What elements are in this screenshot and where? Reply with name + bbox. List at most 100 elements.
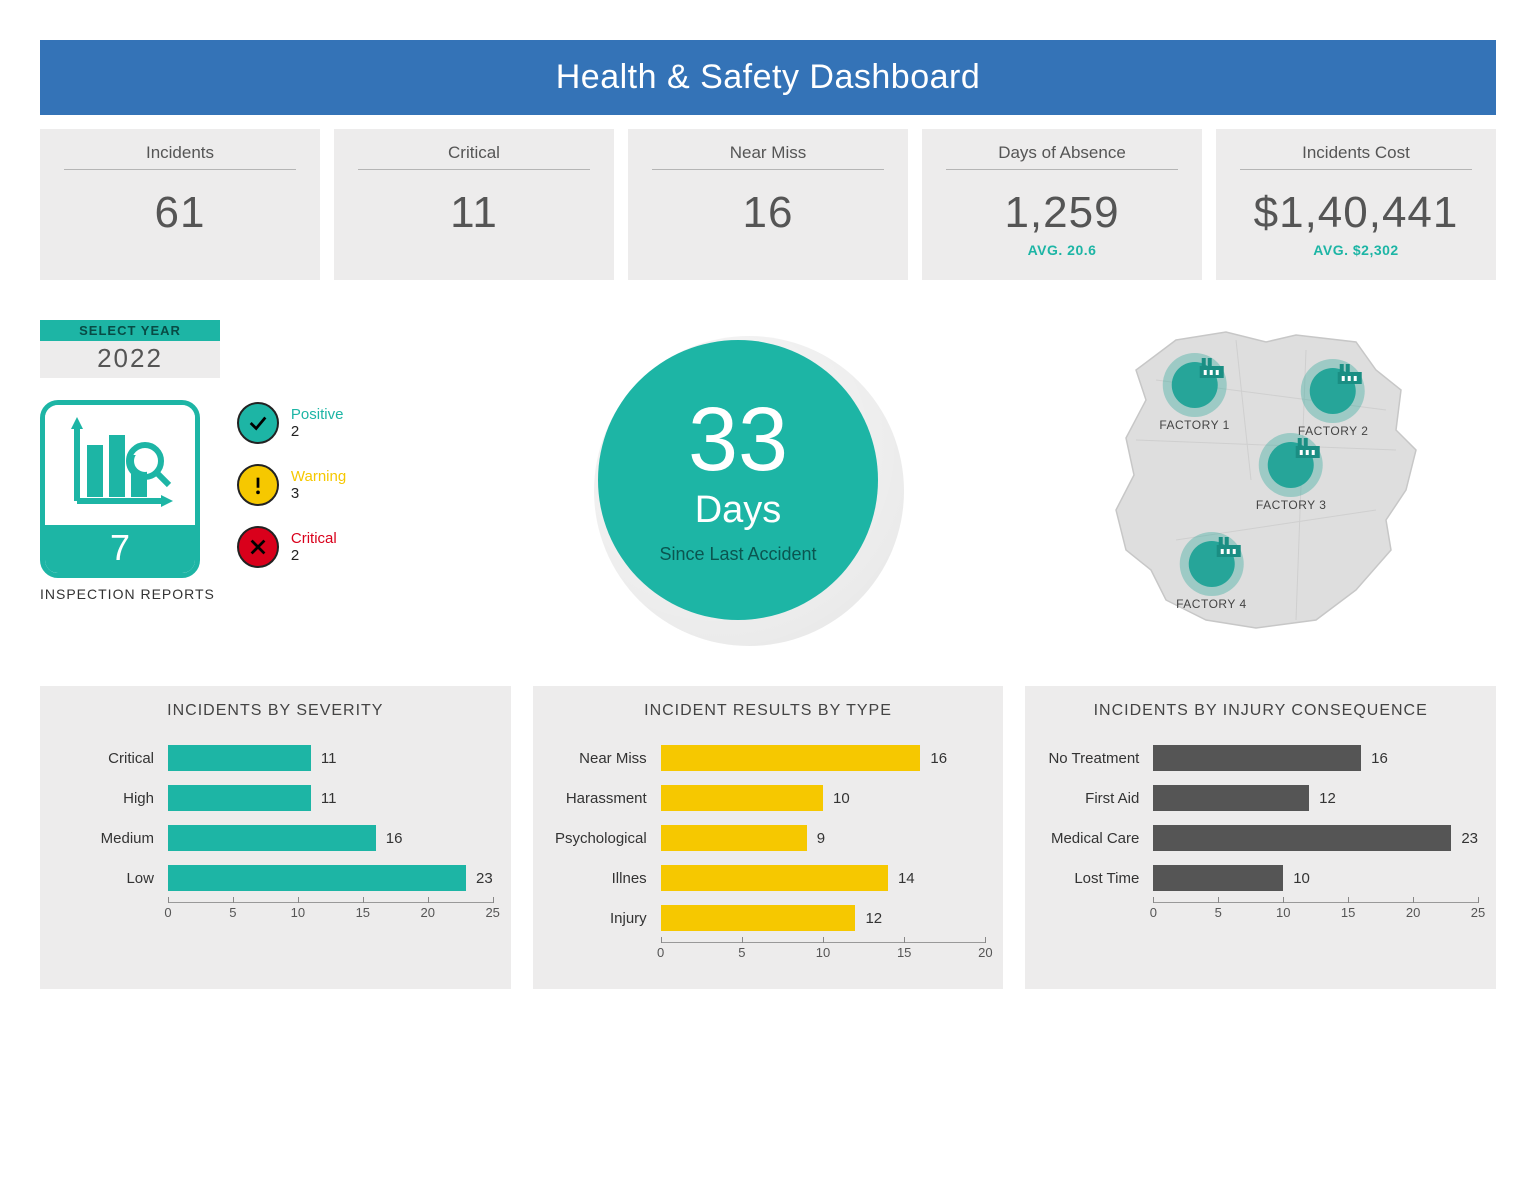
mid-right-col: FACTORY 1 FACTORY 2 FA (1036, 320, 1496, 640)
bar-value: 16 (930, 750, 947, 767)
axis-tick: 5 (738, 945, 745, 960)
tick-mark (1218, 897, 1219, 903)
chart-title: INCIDENTS BY SEVERITY (58, 702, 493, 720)
x-axis-line (168, 902, 493, 903)
kpi-avg: AVG. $2,302 (1234, 242, 1478, 258)
plot-area: Critical 11 High 11 Medium 16 (58, 738, 493, 935)
bar-row: Medium 16 (58, 818, 493, 858)
bar-category: No Treatment (1043, 750, 1153, 767)
bar-fill (168, 825, 376, 851)
tick-mark (1413, 897, 1414, 903)
status-warning: Warning 3 (237, 464, 346, 506)
mid-center-col: 33 Days Since Last Accident (450, 320, 1026, 640)
days-circle: 33 Days Since Last Accident (598, 340, 878, 620)
year-select-value[interactable]: 2022 (40, 341, 220, 378)
x-axis-labels: 05101520 (661, 945, 986, 965)
status-text: Critical 2 (291, 530, 337, 564)
bar-track: 10 (661, 785, 986, 811)
bar-category: Medical Care (1043, 830, 1153, 847)
tick-mark (298, 897, 299, 903)
bar-category: Near Miss (551, 750, 661, 767)
inspection-status-list: Positive 2 Warning 3 Critical 2 (237, 400, 346, 568)
x-axis-labels: 0510152025 (168, 905, 493, 925)
factory-marker-factory-4[interactable]: FACTORY 4 (1176, 541, 1247, 611)
axis-tick: 5 (1215, 905, 1222, 920)
days-number: 33 (688, 395, 788, 485)
bar-value: 12 (1319, 790, 1336, 807)
inspection-card-wrap: 7 INSPECTION REPORTS (40, 400, 215, 602)
kpi-label: Days of Absence (946, 143, 1178, 170)
axis-tick: 20 (421, 905, 435, 920)
axis-tick: 10 (291, 905, 305, 920)
bar-row: Near Miss 16 (551, 738, 986, 778)
bar-fill (1153, 745, 1361, 771)
bar-row: Medical Care 23 (1043, 818, 1478, 858)
bar-fill (661, 745, 921, 771)
kpi-label: Incidents (64, 143, 296, 170)
bar-track: 14 (661, 865, 986, 891)
bar-value: 11 (321, 790, 337, 807)
status-text: Warning 3 (291, 468, 346, 502)
axis-tick: 10 (1276, 905, 1290, 920)
x-axis-labels: 0510152025 (1153, 905, 1478, 925)
axis-tick: 0 (657, 945, 664, 960)
bar-fill (1153, 865, 1283, 891)
bar-row: Lost Time 10 (1043, 858, 1478, 898)
bar-value: 14 (898, 870, 915, 887)
tick-mark (823, 937, 824, 943)
charts-row: INCIDENTS BY SEVERITY Critical 11 High 1… (40, 686, 1496, 989)
bar-track: 16 (1153, 745, 1478, 771)
bar-row: Injury 12 (551, 898, 986, 938)
axis-tick: 10 (816, 945, 830, 960)
bar-value: 23 (476, 870, 493, 887)
bar-row: High 11 (58, 778, 493, 818)
inspection-caption: INSPECTION REPORTS (40, 586, 215, 602)
days-since-widget: 33 Days Since Last Accident (578, 320, 898, 640)
days-word: Days (695, 489, 782, 532)
plot-area: No Treatment 16 First Aid 12 Medical Car… (1043, 738, 1478, 935)
page-title-bar: Health & Safety Dashboard (40, 40, 1496, 115)
tick-mark (1348, 897, 1349, 903)
bar-category: Medium (58, 830, 168, 847)
bar-category: First Aid (1043, 790, 1153, 807)
tick-mark (661, 937, 662, 943)
bar-row: No Treatment 16 (1043, 738, 1478, 778)
factory-icon (1294, 436, 1322, 460)
kpi-card-near-miss: Near Miss 16 (628, 129, 908, 280)
axis-tick: 15 (356, 905, 370, 920)
bar-value: 23 (1461, 830, 1478, 847)
bar-track: 9 (661, 825, 986, 851)
chart-title: INCIDENT RESULTS BY TYPE (551, 702, 986, 720)
chart-incidents-by-severity: INCIDENTS BY SEVERITY Critical 11 High 1… (40, 686, 511, 989)
bar-value: 12 (865, 910, 882, 927)
tick-mark (233, 897, 234, 903)
chart-incidents-by-injury-consequence: INCIDENTS BY INJURY CONSEQUENCE No Treat… (1025, 686, 1496, 989)
kpi-card-critical: Critical 11 (334, 129, 614, 280)
axis-tick: 5 (229, 905, 236, 920)
inspection-reports-card[interactable]: 7 (40, 400, 200, 578)
exclaim-icon (237, 464, 279, 506)
bar-fill (661, 825, 807, 851)
chart-incident-results-by-type: INCIDENT RESULTS BY TYPE Near Miss 16 Ha… (533, 686, 1004, 989)
status-value: 2 (291, 547, 337, 564)
bar-value: 10 (1293, 870, 1310, 887)
kpi-row: Incidents 61 Critical 11 Near Miss 16 Da… (40, 129, 1496, 280)
kpi-avg: AVG. 20.6 (940, 242, 1184, 258)
bar-category: Harassment (551, 790, 661, 807)
bar-category: High (58, 790, 168, 807)
factory-marker-factory-2[interactable]: FACTORY 2 (1298, 368, 1369, 438)
factory-icon (1198, 356, 1226, 380)
cross-icon (237, 526, 279, 568)
status-text: Positive 2 (291, 406, 344, 440)
factory-map: FACTORY 1 FACTORY 2 FA (1056, 320, 1476, 640)
status-value: 2 (291, 423, 344, 440)
factory-marker-factory-1[interactable]: FACTORY 1 (1159, 362, 1230, 432)
factory-marker-factory-3[interactable]: FACTORY 3 (1256, 442, 1327, 512)
bar-track: 16 (168, 825, 493, 851)
bar-track: 12 (661, 905, 986, 931)
status-critical: Critical 2 (237, 526, 346, 568)
bar-track: 23 (1153, 825, 1478, 851)
bar-fill (168, 865, 466, 891)
tick-mark (493, 897, 494, 903)
kpi-value: $1,40,441 (1234, 188, 1478, 238)
